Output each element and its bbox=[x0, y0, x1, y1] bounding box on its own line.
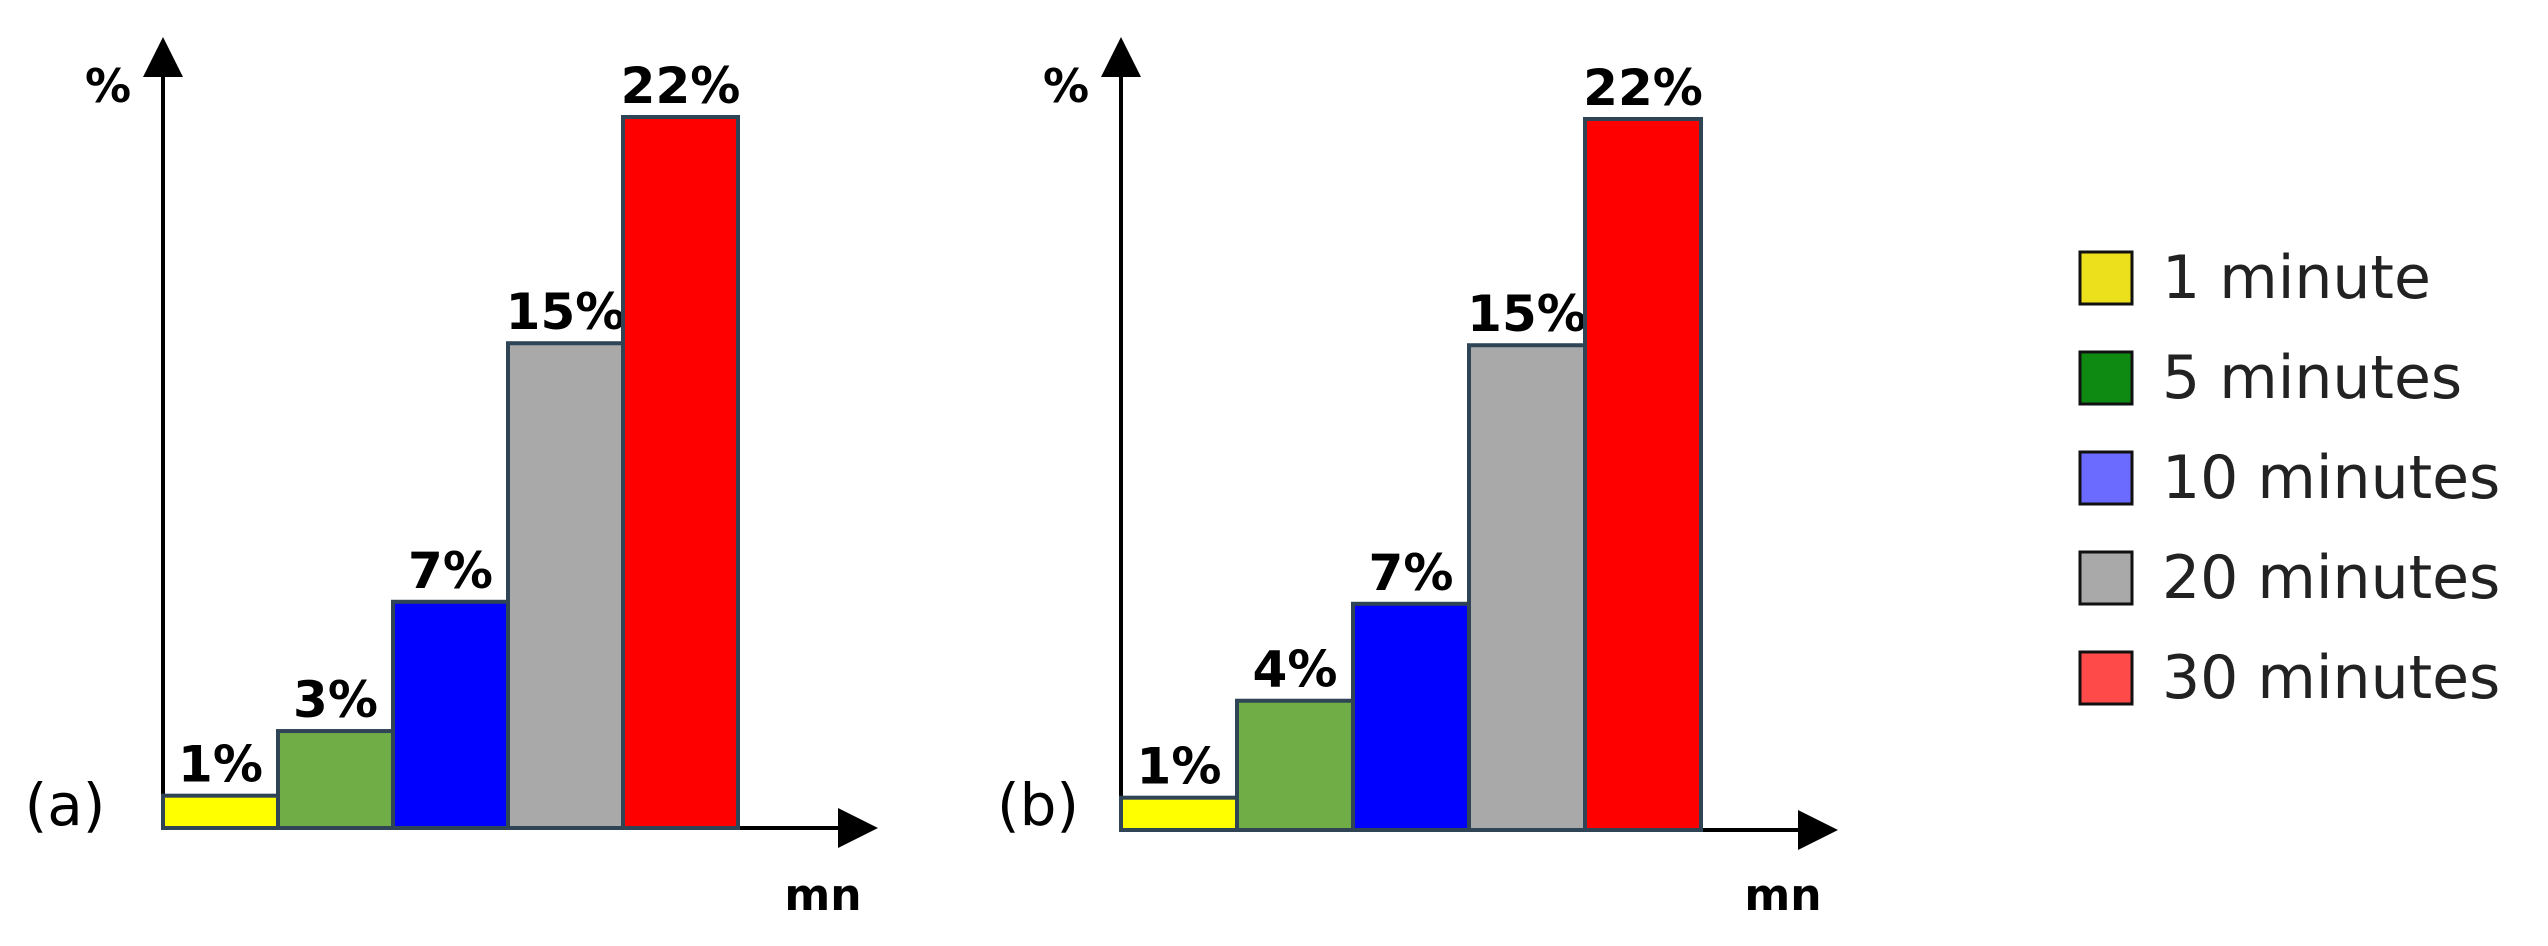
legend-swatch bbox=[2078, 350, 2134, 406]
data-label-1-minute: 1% bbox=[1137, 738, 1222, 796]
y-axis-label: % bbox=[1043, 59, 1089, 113]
x-axis-label: mn bbox=[1744, 870, 1821, 921]
legend-label: 20 minutes bbox=[2162, 543, 2500, 613]
bars: 1% 4% 7% 15% 22% bbox=[1119, 59, 1703, 833]
bar-20-minutes bbox=[506, 341, 625, 830]
panel-label: (b) bbox=[997, 771, 1079, 839]
data-label-20-minutes: 15% bbox=[506, 283, 626, 341]
x-axis-label: mn bbox=[784, 870, 861, 921]
bar-5-minutes bbox=[1235, 698, 1355, 833]
data-label-30-minutes: 22% bbox=[1583, 59, 1703, 117]
bar-10-minutes bbox=[391, 599, 510, 830]
data-label-5-minutes: 3% bbox=[293, 671, 378, 729]
bar-30-minutes bbox=[621, 115, 740, 830]
legend-swatch bbox=[2078, 650, 2134, 706]
data-label-5-minutes: 4% bbox=[1253, 641, 1338, 699]
panel-label: (a) bbox=[25, 771, 106, 839]
legend-label: 5 minutes bbox=[2162, 343, 2462, 413]
data-label-10-minutes: 7% bbox=[408, 542, 493, 600]
data-label-10-minutes: 7% bbox=[1369, 544, 1454, 602]
chart-a: % mn (a) 1% 3% 7% 15% 22% bbox=[25, 37, 878, 921]
chart-b: % mn (b) 1% 4% 7% 15% 22% bbox=[997, 37, 1838, 921]
bar-5-minutes bbox=[276, 729, 395, 831]
legend: 1 minute 5 minutes 10 minutes 20 minutes… bbox=[2078, 243, 2500, 713]
legend-swatch bbox=[2078, 250, 2134, 306]
bar-10-minutes bbox=[1351, 601, 1471, 832]
bar-1-minute bbox=[161, 793, 280, 831]
legend-label: 30 minutes bbox=[2162, 643, 2500, 713]
legend-swatch bbox=[2078, 450, 2134, 506]
legend-label: 1 minute bbox=[2162, 243, 2431, 313]
legend-label: 10 minutes bbox=[2162, 443, 2500, 513]
legend-swatch bbox=[2078, 550, 2134, 606]
data-label-20-minutes: 15% bbox=[1467, 285, 1587, 343]
y-axis-label: % bbox=[85, 59, 131, 113]
bar-30-minutes bbox=[1583, 117, 1703, 832]
data-label-30-minutes: 22% bbox=[621, 57, 741, 115]
data-label-1-minute: 1% bbox=[178, 736, 263, 794]
bar-20-minutes bbox=[1467, 343, 1587, 832]
bars: 1% 3% 7% 15% 22% bbox=[161, 57, 741, 831]
bar-1-minute bbox=[1119, 795, 1239, 833]
